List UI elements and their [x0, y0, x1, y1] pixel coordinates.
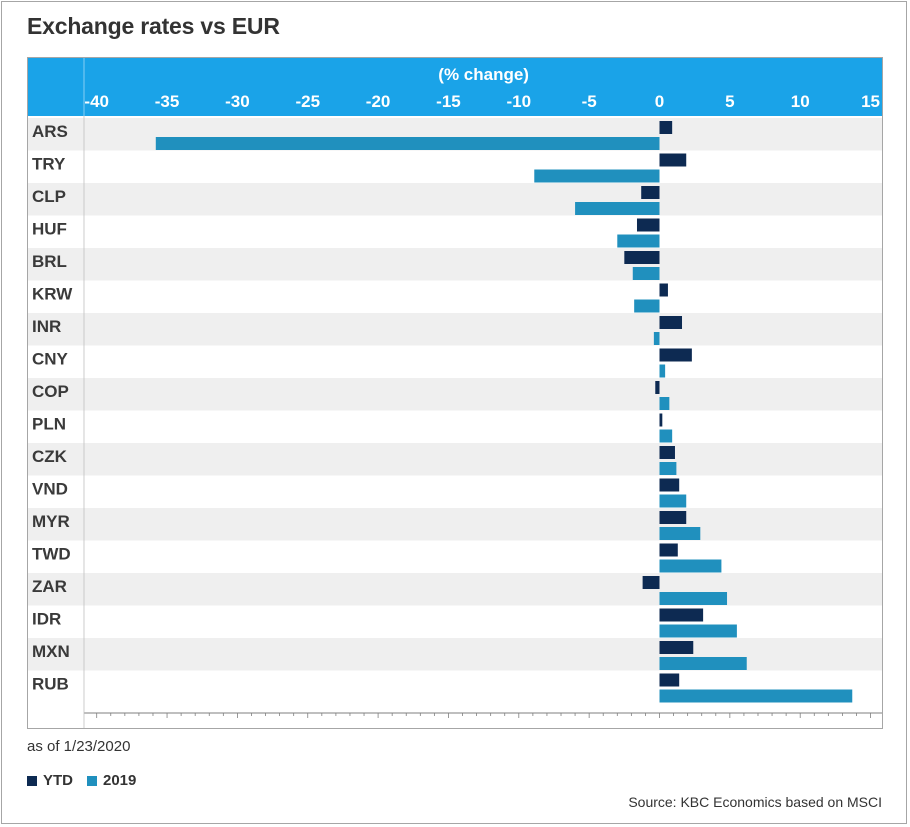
row-stripe	[28, 183, 882, 216]
legend-item-ytd: YTD	[27, 772, 73, 789]
category-label: CNY	[32, 350, 69, 369]
x-tick-label: -15	[436, 92, 461, 111]
x-tick-label: 10	[791, 92, 810, 111]
bar-2019	[617, 234, 660, 248]
chart-title: Exchange rates vs EUR	[27, 13, 280, 39]
category-label: HUF	[32, 220, 67, 239]
x-tick-label: -20	[366, 92, 391, 111]
x-tick-label: 15	[861, 92, 880, 111]
bar-2019	[659, 624, 737, 638]
bar-2019	[632, 267, 660, 280]
x-tick-label: -5	[582, 92, 597, 111]
bar-ytd	[624, 251, 660, 264]
category-label: MXN	[32, 642, 70, 661]
row-stripe	[28, 378, 882, 411]
source-note: Source: KBC Economics based on MSCI	[628, 794, 882, 810]
bar-2019	[653, 332, 660, 345]
bar-chart: (% change) -40 -35 -30 -25 -20 -15 -10 -5 0 5 10 15 A…	[28, 58, 882, 728]
bar-2019	[634, 299, 660, 313]
category-label: BRL	[32, 252, 67, 271]
row-stripe	[28, 248, 882, 281]
category-label: PLN	[32, 415, 66, 434]
row-stripe	[28, 573, 882, 606]
bar-ytd	[642, 576, 660, 589]
x-tick-label: -10	[507, 92, 532, 111]
bar-ytd	[659, 608, 704, 622]
x-tick-label: -30	[225, 92, 250, 111]
category-label: TRY	[32, 155, 66, 174]
bar-2019	[659, 527, 701, 540]
x-tick-label: 5	[725, 92, 734, 111]
category-label: INR	[32, 317, 61, 336]
legend-swatch-2019	[87, 775, 97, 786]
bar-ytd	[641, 186, 660, 199]
bar-2019	[659, 657, 747, 670]
legend-label-ytd: YTD	[43, 772, 73, 789]
bar-ytd	[659, 511, 687, 524]
bar-2019	[659, 494, 687, 508]
bar-ytd	[659, 413, 663, 427]
bar-ytd	[636, 218, 660, 232]
x-tick-label: -25	[295, 92, 320, 111]
legend: YTD 2019	[27, 772, 150, 789]
x-tick-label: -35	[155, 92, 180, 111]
bar-2019	[534, 169, 660, 183]
bar-ytd	[659, 641, 694, 654]
category-label: IDR	[32, 610, 61, 629]
row-stripe	[28, 313, 882, 346]
legend-swatch-ytd	[27, 775, 37, 786]
row-stripe	[28, 443, 882, 476]
category-label: TWD	[32, 545, 71, 564]
category-label: VND	[32, 480, 68, 499]
bar-2019	[659, 429, 673, 443]
category-label: CZK	[32, 447, 68, 466]
row-stripe	[28, 508, 882, 541]
x-tick-label: -40	[84, 92, 109, 111]
category-label: CLP	[32, 187, 66, 206]
bar-2019	[575, 202, 660, 215]
bar-ytd	[659, 673, 680, 687]
plot-area: (% change) -40 -35 -30 -25 -20 -15 -10 -5 0 5 10 15 A…	[27, 57, 883, 729]
row-stripe	[28, 638, 882, 671]
bar-2019	[659, 397, 670, 410]
bar-2019	[659, 592, 728, 605]
bar-ytd	[659, 446, 675, 459]
legend-label-2019: 2019	[103, 772, 137, 789]
category-label: ZAR	[32, 577, 67, 596]
bar-ytd	[659, 121, 673, 134]
legend-item-2019: 2019	[87, 772, 136, 789]
bar-ytd	[659, 316, 683, 329]
category-label: COP	[32, 382, 69, 401]
bar-2019	[659, 689, 853, 703]
x-tick-label: 0	[655, 92, 664, 111]
category-label: RUB	[32, 675, 69, 694]
x-axis-label: (% change)	[438, 65, 529, 84]
bar-2019	[659, 559, 722, 573]
bar-ytd	[659, 153, 687, 167]
bar-ytd	[659, 478, 680, 492]
bar-ytd	[659, 348, 692, 362]
as-of-note: as of 1/23/2020	[27, 738, 131, 755]
axis-header-band	[28, 58, 882, 116]
bar-ytd	[659, 283, 668, 297]
category-label: ARS	[32, 122, 68, 141]
category-label: MYR	[32, 512, 70, 531]
bar-2019	[155, 137, 660, 150]
bar-ytd	[659, 543, 678, 557]
bar-2019	[659, 462, 677, 475]
category-label: KRW	[32, 285, 73, 304]
bar-ytd	[655, 381, 660, 394]
bar-2019	[659, 364, 666, 378]
